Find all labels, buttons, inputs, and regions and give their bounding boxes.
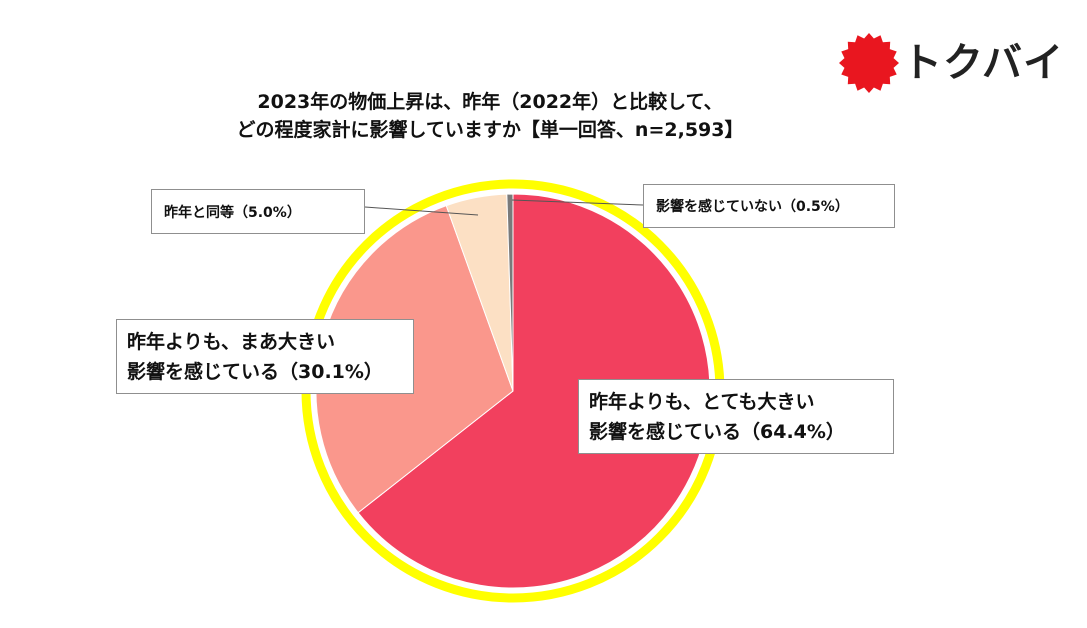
leader-line-none [511,199,644,206]
label-none-text: 影響を感じていない（0.5%） [656,199,849,215]
label-none: 影響を感じていない（0.5%） [643,184,895,228]
label-same: 昨年と同等（5.0%） [151,189,365,234]
pie-slice-very-large [357,193,711,589]
pie-slice-none [506,193,514,392]
label-somewhat-large-line1: 昨年よりも、まあ大きい [127,330,336,353]
label-same-text: 昨年と同等（5.0%） [164,204,301,221]
label-very-large-line2: 影響を感じている（64.4%） [589,420,845,443]
pie-slices [315,193,711,589]
label-very-large-line1: 昨年よりも、とても大きい [589,390,815,413]
brand-logo-text: トクバイ [902,40,1064,86]
leader-lines [364,199,644,216]
leader-line-same [364,206,479,216]
sun-seal-icon [839,33,899,93]
chart-title-line1: 2023年の物価上昇は、昨年（2022年）と比較して、 [257,91,723,113]
label-somewhat-large-line2: 影響を感じている（30.1%） [127,360,383,383]
label-somewhat-large: 昨年よりも、まあ大きい 影響を感じている（30.1%） [116,319,414,394]
chart-title-line2: どの程度家計に影響していますか【単一回答、n=2,593】 [236,119,744,141]
chart-title: 2023年の物価上昇は、昨年（2022年）と比較して、 どの程度家計に影響してい… [130,88,850,144]
label-very-large: 昨年よりも、とても大きい 影響を感じている（64.4%） [578,379,894,454]
